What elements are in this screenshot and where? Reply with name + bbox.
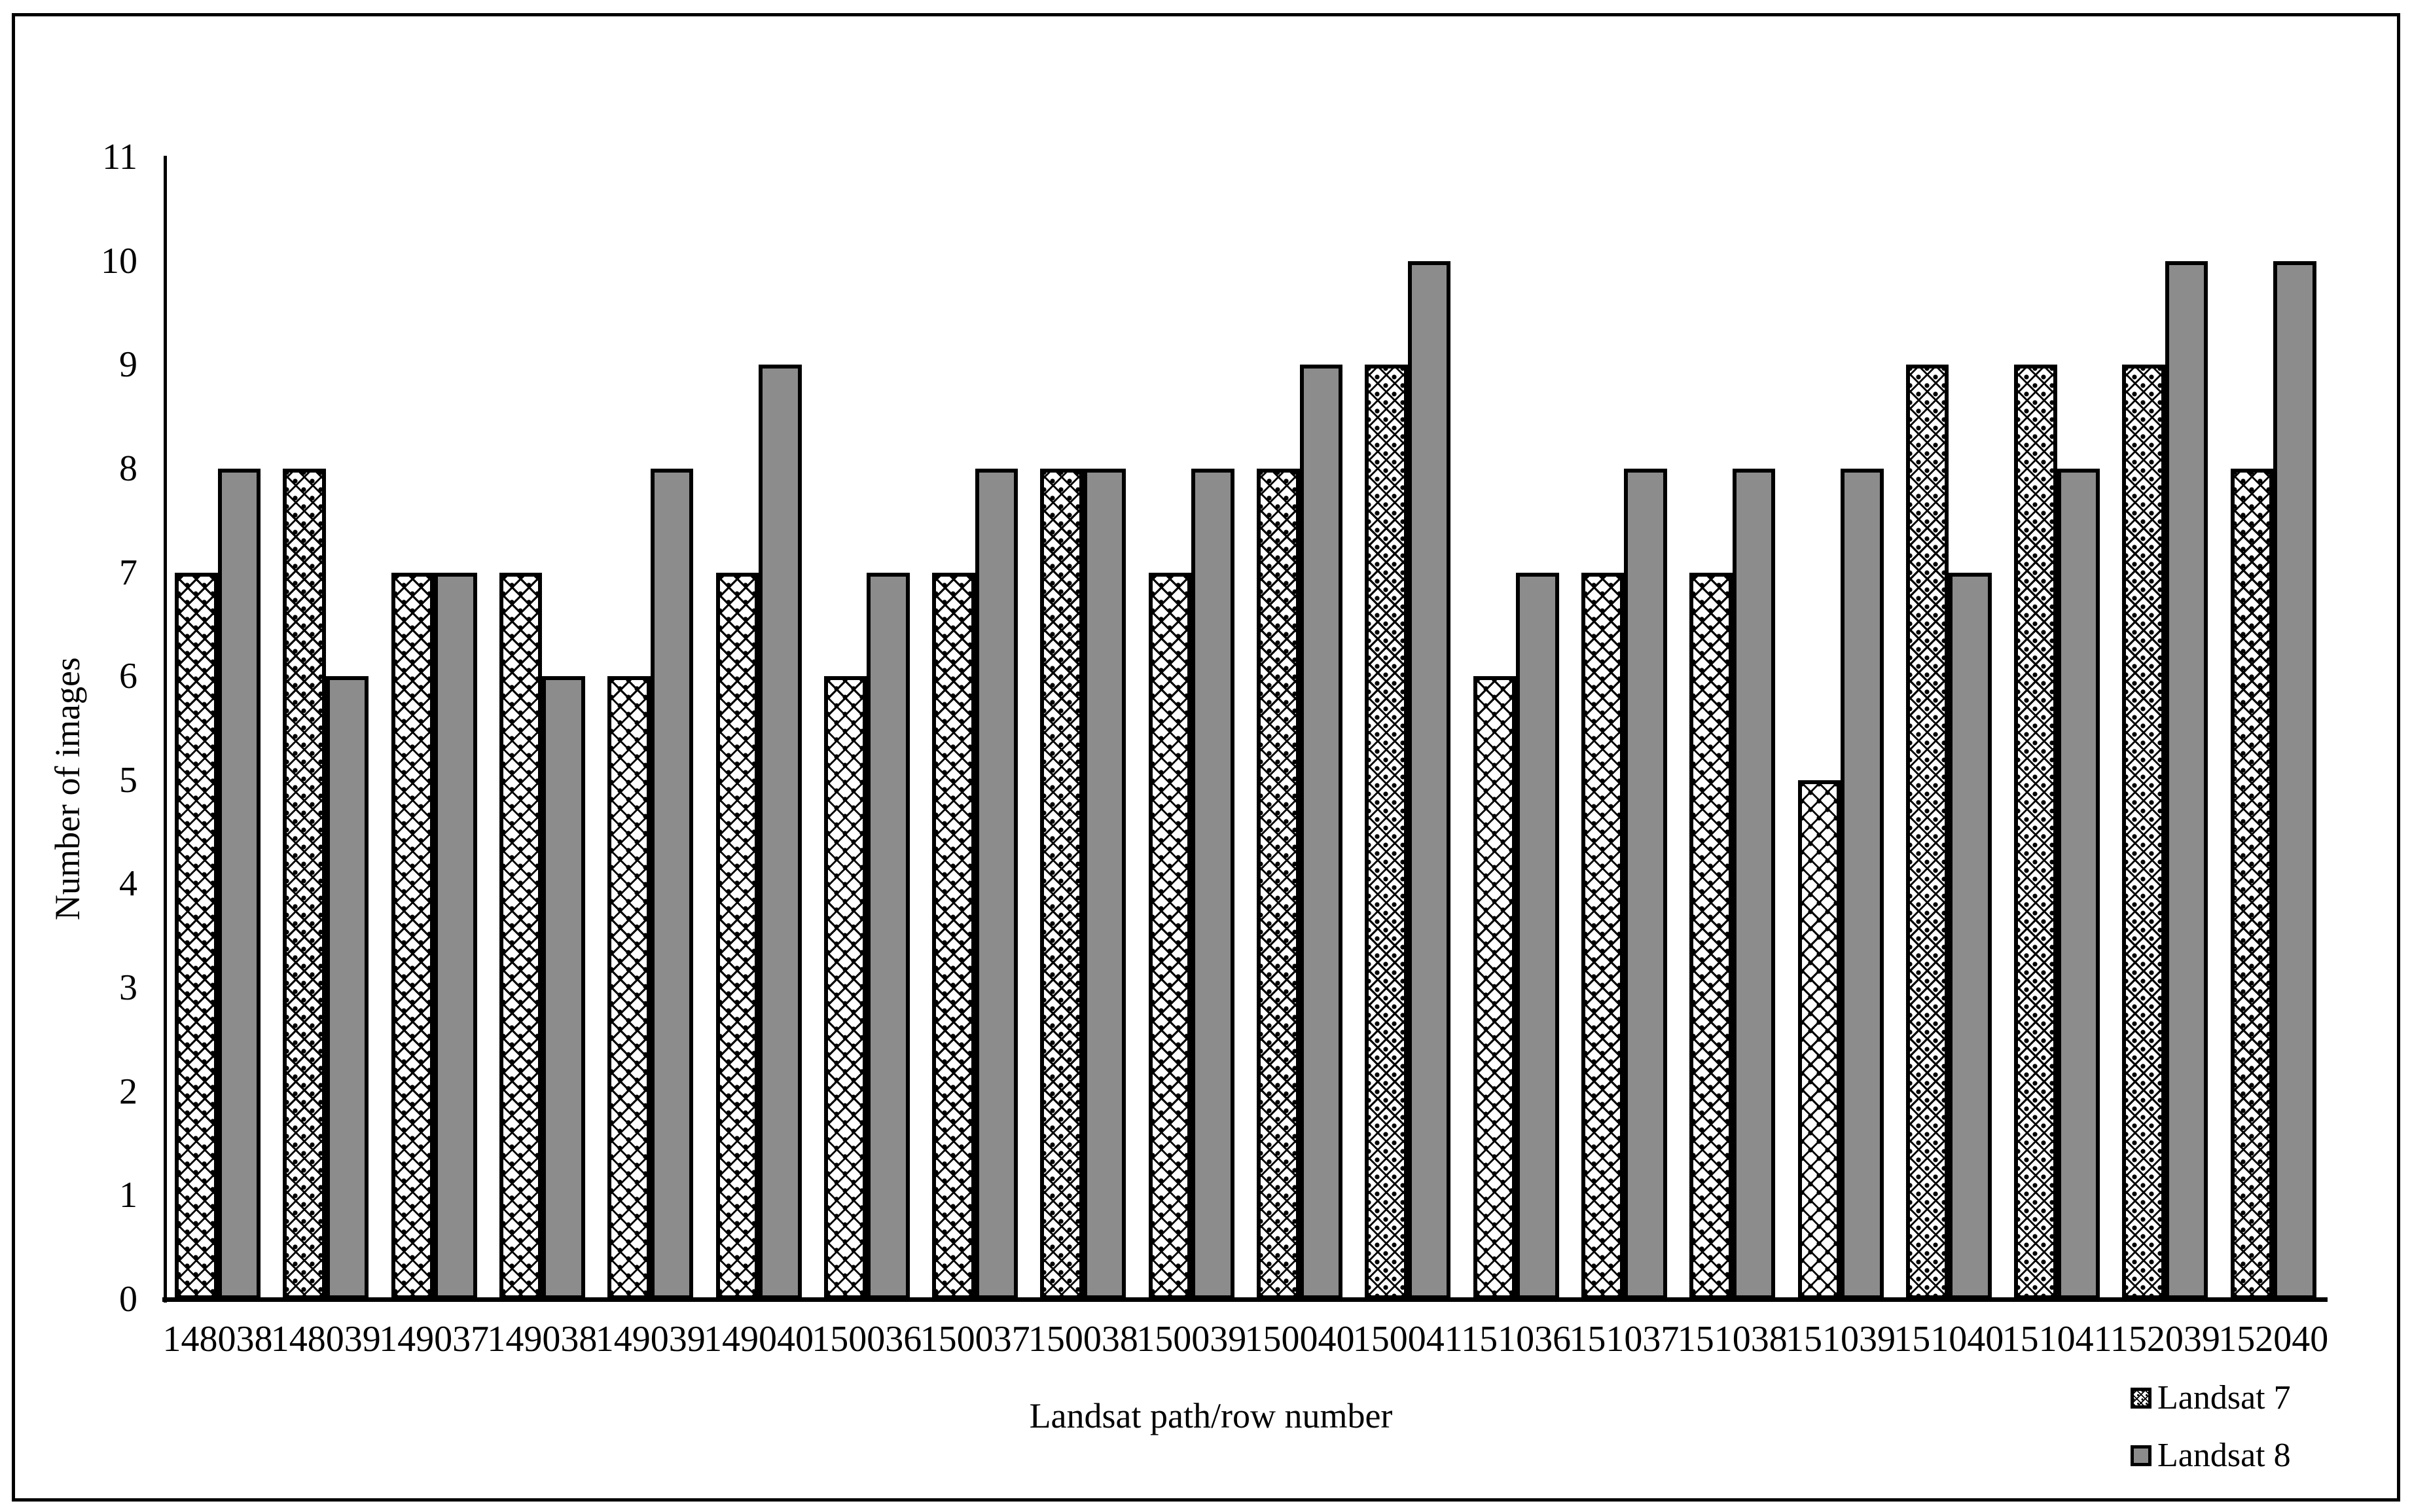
y-tick-label-6: 6 [119,656,137,697]
bar-149038-landsat8 [542,676,585,1299]
y-tick-label-3: 3 [119,967,137,1009]
bar-149038-landsat7 [499,572,543,1299]
bar-149039-landsat8 [650,468,694,1299]
bar-148039-landsat8 [325,676,369,1299]
bar-151040-landsat7 [1905,365,1949,1299]
bar-151036-landsat8 [1516,572,1559,1299]
x-tick-label-151037: 151037 [1569,1319,1680,1359]
bar-150036-landsat8 [867,572,910,1299]
y-tick-label-1: 1 [119,1175,137,1216]
y-tick-label-9: 9 [119,344,137,386]
x-tick-label-150040: 150040 [1244,1319,1355,1359]
bar-150040-landsat8 [1299,365,1342,1299]
x-tick-label-151039: 151039 [1786,1319,1896,1359]
x-axis-title: Landsat path/row number [1029,1396,1393,1435]
y-tick-label-10: 10 [101,240,137,281]
figure-border [12,13,2400,1502]
bar-151041-landsat8 [2057,468,2100,1299]
x-tick-label-148038: 148038 [162,1319,273,1359]
bar-151036-landsat7 [1473,676,1517,1299]
y-axis-line [164,156,167,1303]
bar-150041-landsat8 [1407,261,1451,1299]
bar-150039-landsat7 [1148,572,1192,1299]
bar-151039-landsat7 [1797,780,1841,1299]
bar-151037-landsat8 [1624,468,1667,1299]
bar-150040-landsat7 [1257,468,1300,1299]
bar-149037-landsat7 [391,572,435,1299]
bar-152040-landsat8 [2273,261,2316,1299]
bar-152040-landsat7 [2230,468,2274,1299]
legend-item-landsat8: Landsat 8 [2131,1437,2291,1474]
x-tick-label-152039: 152039 [2110,1319,2220,1359]
bar-151039-landsat8 [1841,468,1884,1299]
x-tick-label-150038: 150038 [1028,1319,1138,1359]
legend: Landsat 7 Landsat 8 [2131,1379,2291,1474]
bar-150039-landsat8 [1191,468,1234,1299]
x-tick-label-151041: 151041 [2002,1319,2112,1359]
bar-149040-landsat7 [715,572,759,1299]
x-tick-label-150037: 150037 [920,1319,1030,1359]
bar-148038-landsat8 [217,468,261,1299]
landsat8-gray-swatch-icon [2131,1445,2151,1466]
bar-149037-landsat8 [434,572,477,1299]
x-tick-label-151036: 151036 [1461,1319,1572,1359]
bar-152039-landsat8 [2165,261,2208,1299]
x-tick-label-151040: 151040 [1894,1319,2004,1359]
bar-151037-landsat7 [1581,572,1625,1299]
x-tick-label-149038: 149038 [487,1319,598,1359]
x-tick-label-148039: 148039 [270,1319,381,1359]
bar-152039-landsat7 [2122,365,2165,1299]
legend-item-landsat7: Landsat 7 [2131,1379,2291,1416]
legend-label-landsat8: Landsat 8 [2157,1437,2291,1474]
y-tick-label-8: 8 [119,448,137,489]
y-tick-label-2: 2 [119,1071,137,1112]
x-tick-label-149037: 149037 [379,1319,490,1359]
bar-150037-landsat8 [975,468,1018,1299]
legend-label-landsat7: Landsat 7 [2157,1379,2291,1416]
bar-150038-landsat8 [1083,468,1126,1299]
bar-150038-landsat7 [1040,468,1083,1299]
x-tick-label-150036: 150036 [812,1319,922,1359]
y-tick-label-4: 4 [119,863,137,905]
bar-151038-landsat7 [1689,572,1733,1299]
x-tick-label-150041: 150041 [1352,1319,1463,1359]
bar-148038-landsat7 [175,572,218,1299]
y-tick-label-11: 11 [102,137,137,178]
bar-151041-landsat7 [2014,365,2057,1299]
bar-148039-landsat7 [283,468,326,1299]
bar-150041-landsat7 [1365,365,1408,1299]
y-tick-label-0: 0 [119,1279,137,1320]
x-tick-label-151038: 151038 [1677,1319,1788,1359]
x-tick-label-150039: 150039 [1136,1319,1247,1359]
bar-150037-landsat7 [932,572,975,1299]
x-tick-label-149039: 149039 [595,1319,706,1359]
y-tick-label-7: 7 [119,552,137,593]
x-tick-label-149040: 149040 [704,1319,814,1359]
bar-150036-landsat7 [823,676,867,1299]
landsat7-pattern-swatch-icon [2131,1388,2151,1409]
x-axis-line [162,1297,2328,1302]
y-tick-label-5: 5 [119,759,137,801]
bar-151038-landsat8 [1732,468,1776,1299]
bar-149039-landsat7 [607,676,651,1299]
x-tick-label-152040: 152040 [2218,1319,2329,1359]
bar-149040-landsat8 [759,365,802,1299]
bar-151040-landsat8 [1949,572,1992,1299]
